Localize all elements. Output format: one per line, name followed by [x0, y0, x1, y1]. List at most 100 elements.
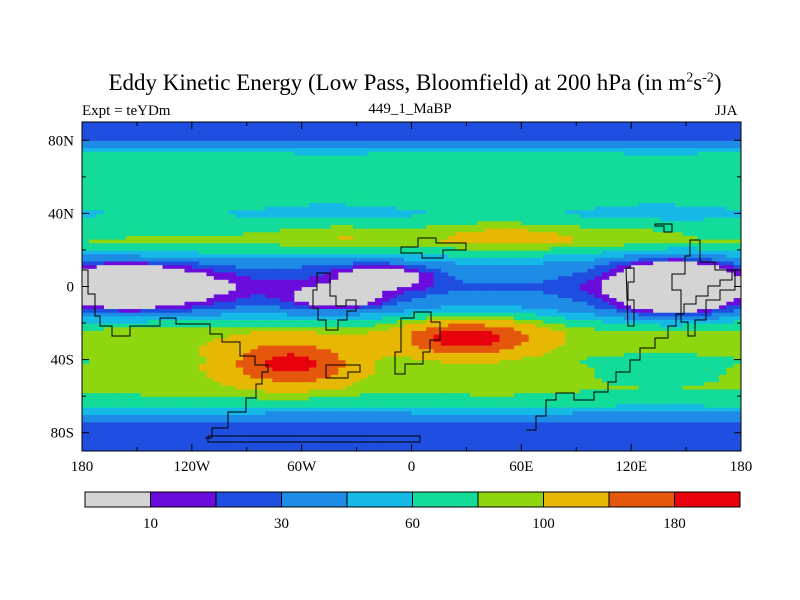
field-cell [111, 370, 120, 375]
field-cell [609, 301, 618, 306]
field-cell [250, 381, 259, 386]
field-cell [360, 304, 369, 310]
field-cell [565, 293, 574, 299]
field-cell [638, 282, 647, 288]
field-cell [118, 344, 127, 350]
field-cell [484, 363, 493, 368]
field-cell [697, 279, 705, 284]
field-cell [404, 421, 413, 427]
field-cell [147, 385, 156, 390]
field-cell [470, 370, 478, 375]
field-cell [155, 392, 164, 397]
field-cell [440, 297, 449, 302]
field-cell [206, 282, 215, 288]
field-cell [272, 370, 281, 375]
field-cell [565, 443, 574, 448]
field-cell [294, 308, 303, 313]
field-cell [265, 366, 273, 372]
field-cell [316, 260, 325, 266]
field-cell [572, 315, 581, 320]
field-cell [565, 253, 574, 258]
field-cell [477, 268, 486, 273]
field-cell [440, 326, 449, 331]
field-cell [301, 264, 310, 269]
field-cell [448, 421, 457, 427]
field-cell [572, 312, 581, 317]
field-cell [711, 414, 720, 419]
field-cell [557, 418, 566, 423]
field-cell [594, 301, 603, 306]
field-cell [257, 286, 266, 291]
field-cell [191, 249, 200, 255]
field-cell [360, 275, 369, 280]
field-cell [367, 366, 376, 372]
field-cell [572, 319, 581, 324]
field-cell [440, 377, 449, 383]
field-cell [89, 363, 98, 368]
field-cell [601, 271, 610, 277]
field-cell [557, 312, 566, 317]
field-cell [235, 355, 244, 361]
field-cell [206, 290, 215, 295]
field-cell [426, 319, 435, 324]
field-cell [689, 370, 698, 375]
field-cell [535, 381, 544, 386]
field-cell [89, 418, 98, 423]
field-cell [228, 344, 237, 350]
field-cell [308, 392, 317, 397]
field-cell [396, 381, 405, 386]
field-cell [557, 341, 566, 346]
field-cell [374, 264, 383, 269]
field-cell [711, 392, 720, 397]
field-cell [367, 330, 376, 335]
field-cell [316, 396, 325, 401]
field-cell [733, 312, 741, 317]
field-cell [294, 253, 303, 258]
field-cell [389, 429, 398, 434]
field-cell [213, 326, 222, 331]
field-cell [426, 312, 435, 317]
field-cell [477, 315, 486, 320]
field-cell [645, 366, 654, 372]
field-cell [133, 286, 142, 291]
field-cell [316, 392, 325, 397]
field-cell [367, 319, 376, 324]
field-cell [191, 257, 200, 262]
field-cell [653, 257, 662, 262]
field-cell [440, 374, 449, 379]
field-cell [660, 337, 669, 342]
field-cell [184, 421, 193, 427]
field-cell [609, 366, 618, 372]
field-cell [535, 304, 544, 310]
field-cell [477, 388, 486, 394]
field-cell [250, 312, 259, 317]
field-cell [221, 341, 230, 346]
field-cell [543, 410, 552, 416]
field-cell [206, 257, 215, 262]
field-cell [462, 301, 471, 306]
field-cell [579, 366, 588, 372]
field-cell [243, 268, 252, 273]
field-cell [228, 385, 237, 390]
field-cell [719, 275, 727, 280]
field-cell [733, 308, 741, 313]
field-cell [484, 421, 493, 427]
field-cell [711, 286, 720, 291]
field-cell [213, 414, 222, 419]
field-cell [440, 440, 449, 445]
field-cell [111, 377, 120, 383]
field-cell [667, 334, 676, 339]
field-cell [506, 297, 515, 302]
field-cell [433, 410, 442, 416]
field-cell [147, 279, 156, 284]
field-cell [169, 440, 178, 445]
field-cell [733, 341, 741, 346]
field-cell [418, 370, 427, 375]
field-cell [616, 407, 625, 412]
field-cell [235, 366, 244, 372]
field-cell [382, 399, 391, 405]
field-cell [243, 385, 252, 390]
field-cell [89, 290, 98, 295]
field-cell [440, 370, 449, 375]
field-cell [528, 297, 537, 302]
